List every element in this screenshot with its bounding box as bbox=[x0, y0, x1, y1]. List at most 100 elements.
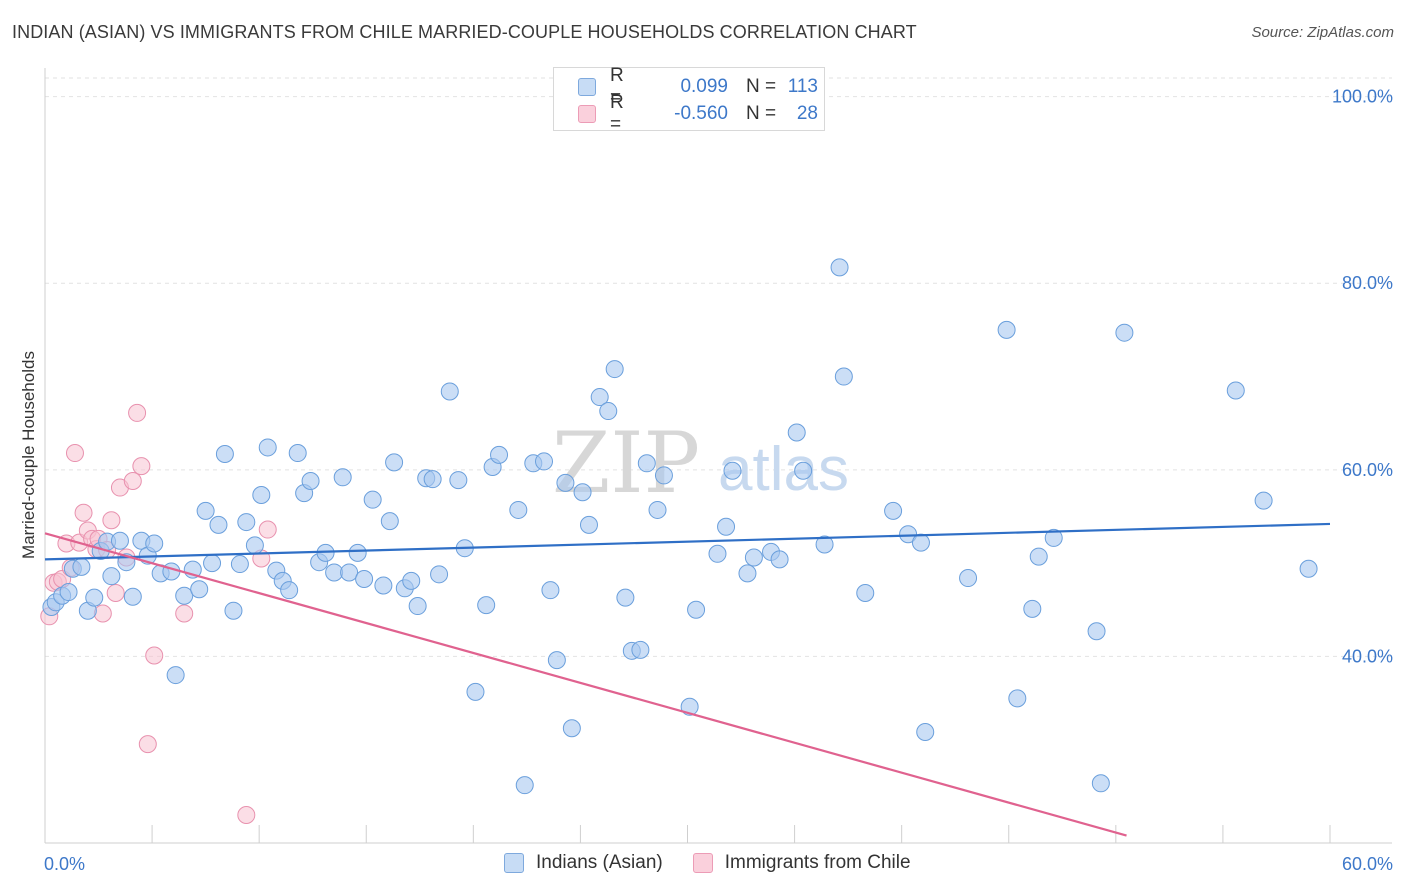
x-tick-label: 60.0% bbox=[1342, 854, 1393, 874]
source-label: Source: ZipAtlas.com bbox=[1251, 24, 1394, 41]
axes bbox=[44, 68, 1392, 844]
indian-point bbox=[631, 640, 650, 659]
x-tick-labels: 0.0% 60.0% bbox=[44, 854, 1393, 874]
chile-point bbox=[132, 457, 151, 476]
chart-title: INDIAN (ASIAN) VS IMMIGRANTS FROM CHILE … bbox=[12, 22, 917, 42]
chile-point bbox=[93, 604, 112, 623]
chile-point bbox=[65, 444, 84, 463]
indian-point bbox=[190, 580, 209, 599]
indian-point bbox=[72, 557, 91, 576]
indian-point bbox=[616, 588, 635, 607]
indian-point bbox=[224, 601, 243, 620]
indian-point bbox=[466, 682, 485, 701]
indian-point bbox=[333, 468, 352, 487]
indian-point bbox=[408, 597, 427, 616]
indian-point bbox=[637, 454, 656, 473]
indian-point bbox=[579, 515, 598, 534]
r-value: -0.560 bbox=[674, 103, 728, 124]
indian-point bbox=[230, 555, 249, 574]
indian-point bbox=[911, 533, 930, 552]
indian-point bbox=[605, 360, 624, 379]
indian-point bbox=[325, 563, 344, 582]
indian-point bbox=[541, 581, 560, 600]
indian-point bbox=[440, 382, 459, 401]
watermark: ZIP atlas bbox=[552, 414, 849, 512]
stats-row-indians: R = 0.099 N = 113 bbox=[578, 65, 818, 108]
indian-point bbox=[490, 445, 509, 464]
indian-point bbox=[348, 543, 367, 562]
indian-point bbox=[509, 500, 528, 519]
indian-point bbox=[723, 461, 742, 480]
indian-point bbox=[1091, 774, 1110, 793]
indian-point bbox=[815, 535, 834, 554]
indian-point bbox=[856, 583, 875, 602]
indian-point bbox=[687, 600, 706, 619]
indian-point bbox=[215, 444, 234, 463]
indian-point bbox=[708, 544, 727, 563]
chile-point bbox=[102, 511, 121, 530]
y-tick-labels: 40.0% 60.0% 80.0% 100.0% bbox=[1332, 87, 1393, 667]
indian-point bbox=[997, 320, 1016, 339]
chile-point bbox=[138, 735, 157, 754]
indian-point bbox=[556, 473, 575, 492]
series-legend: Indians (Asian) Immigrants from Chile bbox=[504, 852, 941, 874]
n-label: N = bbox=[746, 76, 777, 97]
indian-point bbox=[449, 471, 468, 490]
n-value: 28 bbox=[796, 103, 818, 124]
indian-point bbox=[1254, 491, 1273, 510]
indian-point bbox=[770, 550, 789, 569]
indian-point bbox=[102, 567, 121, 586]
indian-point bbox=[535, 452, 554, 471]
chile-point bbox=[74, 503, 93, 522]
indian-point bbox=[1044, 528, 1063, 547]
indian-points bbox=[42, 258, 1318, 795]
indian-point bbox=[162, 562, 181, 581]
legend-item-indians[interactable]: Indians (Asian) bbox=[504, 852, 663, 874]
legend-label: Indians (Asian) bbox=[536, 852, 663, 873]
indian-point bbox=[258, 438, 277, 457]
indian-point bbox=[830, 258, 849, 277]
indian-point bbox=[884, 501, 903, 520]
indian-point bbox=[562, 719, 581, 738]
indian-point bbox=[301, 472, 320, 491]
indian-point bbox=[1226, 381, 1245, 400]
indian-point bbox=[59, 583, 78, 602]
chile-point bbox=[258, 520, 277, 539]
trend-lines bbox=[44, 522, 1331, 837]
indian-point bbox=[203, 554, 222, 573]
indian-point bbox=[280, 581, 299, 600]
legend-swatch-pink bbox=[692, 853, 713, 873]
y-tick-label: 40.0% bbox=[1342, 646, 1393, 666]
indian-point bbox=[110, 531, 129, 550]
y-tick-label: 60.0% bbox=[1342, 460, 1393, 480]
stats-row-chile: R = -0.560 N = 28 bbox=[578, 92, 818, 135]
indian-point bbox=[1115, 323, 1134, 342]
chile-point bbox=[237, 806, 256, 825]
indian-point bbox=[515, 776, 534, 795]
indian-trend-line bbox=[44, 522, 1331, 561]
indian-point bbox=[738, 564, 757, 583]
indian-point bbox=[385, 453, 404, 472]
r-label: R = bbox=[610, 65, 624, 108]
chile-point bbox=[128, 403, 147, 422]
gridlines bbox=[45, 77, 1392, 657]
legend-swatch-blue bbox=[578, 78, 596, 96]
indian-point bbox=[717, 517, 736, 536]
stats-legend: R = 0.099 N = 113 R = -0.560 N = 28 bbox=[553, 65, 825, 135]
indian-point bbox=[123, 587, 142, 606]
r-value: 0.099 bbox=[680, 76, 728, 97]
chile-point bbox=[123, 472, 142, 491]
indian-point bbox=[794, 461, 813, 480]
indian-point bbox=[680, 697, 699, 716]
indian-point bbox=[648, 500, 667, 519]
indian-point bbox=[654, 466, 673, 485]
indian-point bbox=[959, 569, 978, 588]
indian-point bbox=[423, 470, 442, 489]
legend-item-chile[interactable]: Immigrants from Chile bbox=[692, 852, 911, 874]
x-tick-label: 0.0% bbox=[44, 854, 85, 874]
indian-point bbox=[744, 548, 763, 567]
y-axis-title: Married-couple Households bbox=[19, 351, 38, 559]
indian-point bbox=[430, 565, 449, 584]
indian-point bbox=[787, 423, 806, 442]
